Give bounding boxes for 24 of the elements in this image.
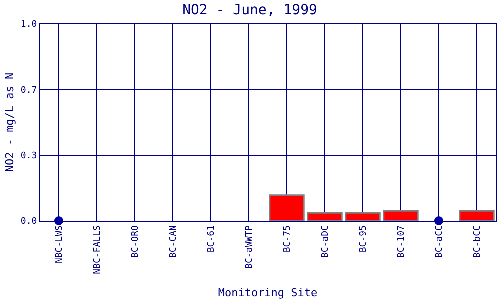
y-tick-label: 1.0 xyxy=(20,20,38,30)
y-tick-label: 0.3 xyxy=(20,152,38,162)
chart-title: NO2 - June, 1999 xyxy=(182,2,318,18)
x-tick-label: BC-95 xyxy=(358,226,369,253)
bar xyxy=(269,194,305,221)
bar xyxy=(383,210,419,221)
y-tick-label: 0.7 xyxy=(20,86,38,96)
x-tick-label: BC-aCC xyxy=(434,226,445,258)
bar xyxy=(345,212,381,221)
x-tick-label: BC-61 xyxy=(206,226,217,253)
x-axis-title: Monitoring Site xyxy=(218,286,318,300)
x-tick-label: NBC-LWS xyxy=(54,226,65,264)
x-tick-label: NBC-FALLS xyxy=(92,226,103,274)
x-tick-label: BC-bCC xyxy=(472,226,483,258)
x-tick-label: BC-aWWTP xyxy=(244,225,255,269)
bar xyxy=(459,210,495,221)
bar xyxy=(307,212,343,221)
x-tick-label: BC-75 xyxy=(282,226,293,253)
y-tick-label: 0.0 xyxy=(20,217,38,228)
x-tick-label: BC-CAN xyxy=(168,226,179,258)
x-tick-label: BC-aDC xyxy=(320,226,331,258)
y-axis-title: NO2 - mg/L as N xyxy=(4,72,17,172)
x-tick-label: BC-107 xyxy=(396,226,407,258)
x-tick-label: BC-ORO xyxy=(130,226,141,258)
